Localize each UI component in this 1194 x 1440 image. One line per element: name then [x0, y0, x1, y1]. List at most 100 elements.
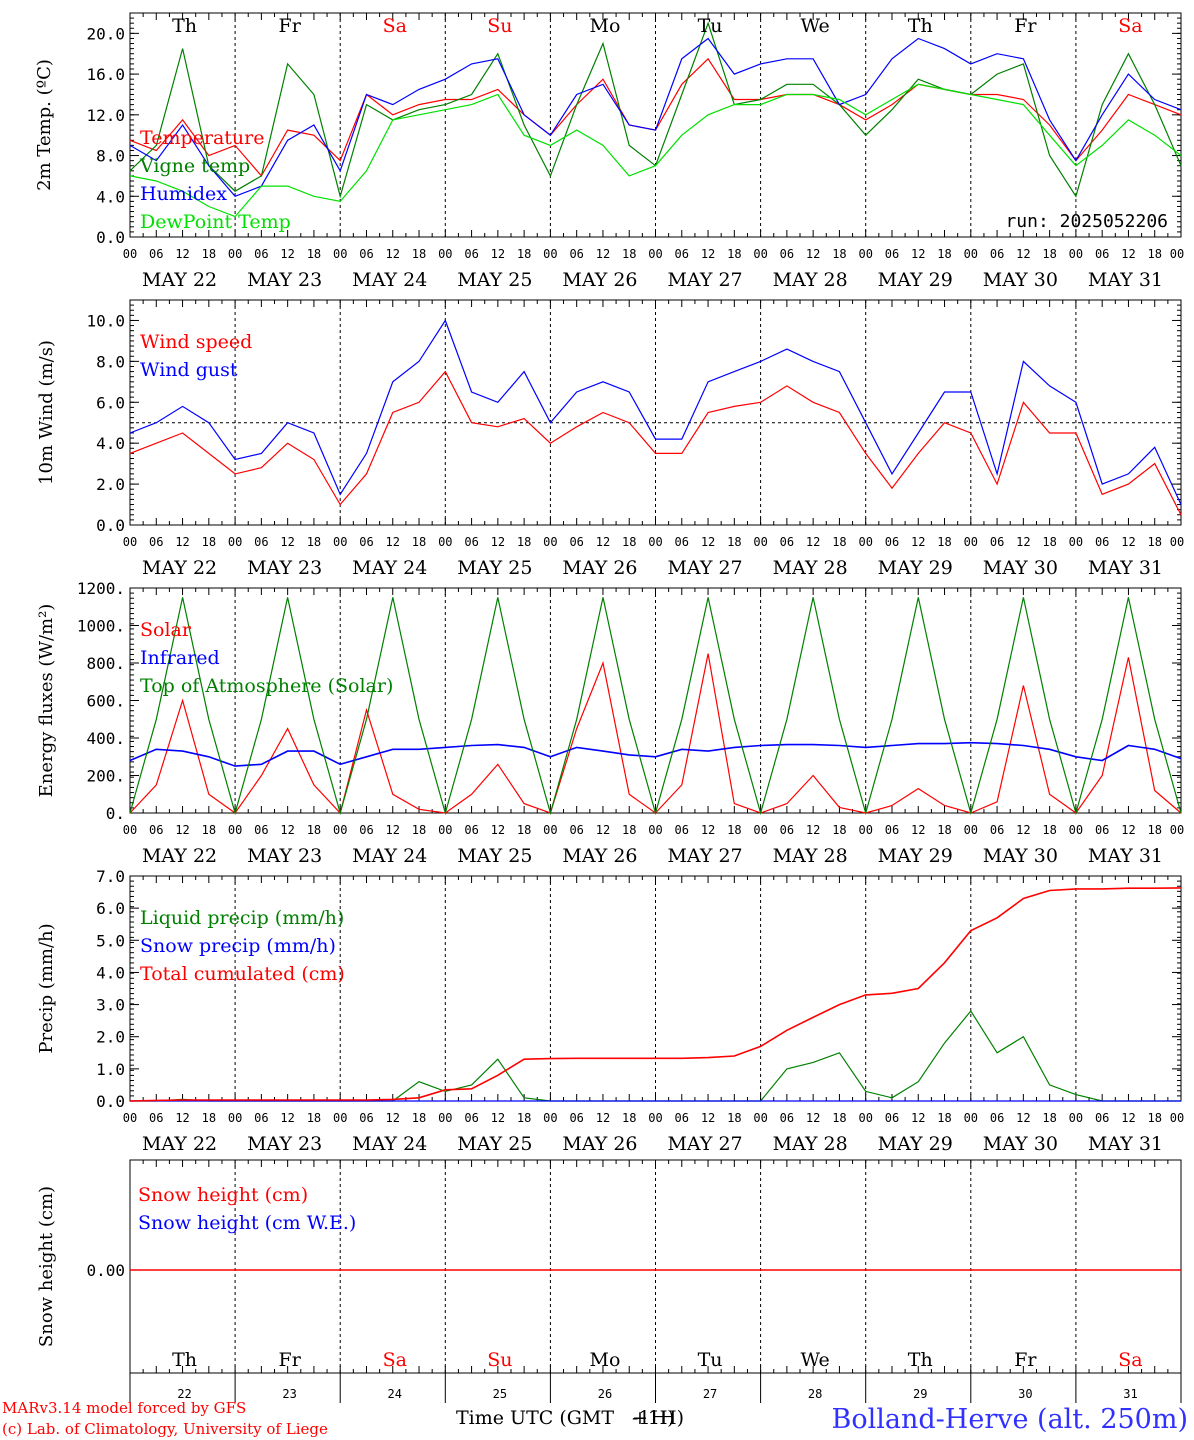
hour-tick-label: 18	[517, 535, 531, 549]
series-line-dewpoint-temp	[129, 83, 1182, 218]
date-label: MAY 25	[457, 269, 532, 291]
date-label: MAY 24	[352, 1133, 427, 1155]
date-label: MAY 30	[983, 557, 1058, 579]
y-tick-label: 1200.	[77, 579, 125, 598]
hour-tick-label: 12	[701, 535, 715, 549]
date-label: MAY 25	[457, 845, 532, 867]
hour-tick-label: 06	[990, 535, 1004, 549]
panel-snow: Snow height (cm) 0.00 Snow height (cm) Snow…	[36, 1159, 1182, 1403]
hour-tick-label: 00	[753, 247, 767, 261]
weekday-label: Th	[908, 15, 933, 37]
weekday-label: Mo	[589, 15, 620, 37]
hour-tick-label: 18	[307, 1111, 321, 1125]
weekday-label: Su	[487, 15, 512, 37]
y-tick-label: 0.	[106, 804, 125, 823]
weekday-label: Tu	[698, 15, 723, 37]
run-label: run: 2025052206	[1005, 211, 1168, 232]
hour-tick-label: 18	[832, 823, 846, 837]
series-line-infrared	[129, 741, 1182, 767]
panel-frame	[129, 12, 1182, 238]
hour-tick-label: 12	[280, 247, 294, 261]
y-tick-label: 0.0	[96, 228, 125, 247]
hour-tick-label: 12	[1016, 1111, 1030, 1125]
y-tick-label: 400.	[86, 729, 125, 748]
hour-tick-label: 12	[280, 535, 294, 549]
hour-tick-label: 06	[675, 247, 689, 261]
hour-tick-label: 06	[359, 247, 373, 261]
date-label: MAY 29	[878, 269, 953, 291]
legend-entry: Vigne temp	[139, 155, 250, 177]
weekday-label: Fr	[279, 1349, 302, 1371]
y-tick-label: 2.0	[96, 475, 125, 494]
hour-tick-label: 00	[753, 535, 767, 549]
hour-tick-label: 06	[359, 535, 373, 549]
legend-entry: Wind gust	[140, 359, 238, 381]
hour-tick-label: 00	[438, 247, 452, 261]
y-tick-label: 4.0	[96, 963, 125, 982]
hour-tick-label: 00	[1170, 247, 1184, 261]
hour-tick-label: 12	[491, 535, 505, 549]
weekday-label: Mo	[589, 1349, 620, 1371]
legend-entry: Snow precip (mm/h)	[140, 935, 336, 957]
y-tick-label: 2.0	[96, 1028, 125, 1047]
hour-tick-label: 18	[622, 247, 636, 261]
hour-tick-label: 00	[1170, 535, 1184, 549]
y-tick-label: 20.0	[86, 24, 125, 43]
hour-tick-label: 12	[596, 535, 610, 549]
hour-tick-label: 00	[543, 247, 557, 261]
hour-tick-label: 06	[464, 1111, 478, 1125]
hour-tick-label: 00	[964, 1111, 978, 1125]
date-label: MAY 27	[667, 845, 742, 867]
date-label: MAY 24	[352, 269, 427, 291]
hour-tick-label: 18	[832, 247, 846, 261]
date-label: MAY 26	[562, 1133, 637, 1155]
hour-tick-label: 18	[307, 823, 321, 837]
legend-entry: Snow height (cm)	[138, 1184, 308, 1206]
date-label: MAY 28	[773, 845, 848, 867]
hour-tick-label: 18	[1147, 535, 1161, 549]
hour-tick-label: 06	[675, 535, 689, 549]
hour-tick-label: 06	[569, 247, 583, 261]
y-tick-label: 8.0	[96, 147, 125, 166]
date-label: MAY 25	[457, 557, 532, 579]
hour-tick-label: 18	[622, 535, 636, 549]
date-label: MAY 29	[878, 1133, 953, 1155]
credit-line-1: MARv3.14 model forced by GFS	[2, 1399, 246, 1417]
weekday-label: Sa	[1118, 15, 1142, 37]
weekday-label: Sa	[383, 15, 407, 37]
hour-tick-label: 00	[1069, 823, 1083, 837]
y-tick-label: 4.0	[96, 434, 125, 453]
date-label: MAY 24	[352, 845, 427, 867]
credit-line-2: (c) Lab. of Climatology, University of L…	[2, 1420, 328, 1438]
hour-tick-label: 06	[569, 1111, 583, 1125]
hour-tick-label: 06	[464, 823, 478, 837]
hour-tick-label: 00	[333, 247, 347, 261]
y-tick-label: 1.0	[96, 1060, 125, 1079]
hour-tick-label: 06	[780, 247, 794, 261]
weekday-label: Fr	[279, 15, 302, 37]
date-label: MAY 28	[773, 269, 848, 291]
day-number-label: 27	[703, 1387, 717, 1401]
hour-tick-label: 18	[727, 823, 741, 837]
date-label: MAY 29	[878, 557, 953, 579]
date-label: MAY 31	[1088, 269, 1163, 291]
date-label: MAY 23	[247, 557, 322, 579]
hour-tick-label: 12	[175, 823, 189, 837]
y-tick-label: 7.0	[96, 867, 125, 886]
hour-tick-label: 00	[858, 247, 872, 261]
legend-entry: Temperature	[140, 127, 264, 149]
series-line-wind-gust	[129, 319, 1182, 505]
hour-tick-label: 06	[885, 823, 899, 837]
hour-tick-label: 06	[149, 823, 163, 837]
hour-tick-label: 12	[175, 1111, 189, 1125]
x-axis-label: Time UTC (GMT	[456, 1407, 614, 1429]
hour-tick-label: 18	[517, 1111, 531, 1125]
day-number-label: 22	[177, 1387, 191, 1401]
y-tick-label: 6.0	[96, 899, 125, 918]
y-axis-label: 2m Temp. (ºC)	[34, 59, 55, 191]
hour-tick-label: 12	[1121, 823, 1135, 837]
hour-tick-label: 00	[1069, 1111, 1083, 1125]
hour-tick-label: 12	[175, 247, 189, 261]
y-tick-label: 3.0	[96, 996, 125, 1015]
date-label: MAY 26	[562, 845, 637, 867]
